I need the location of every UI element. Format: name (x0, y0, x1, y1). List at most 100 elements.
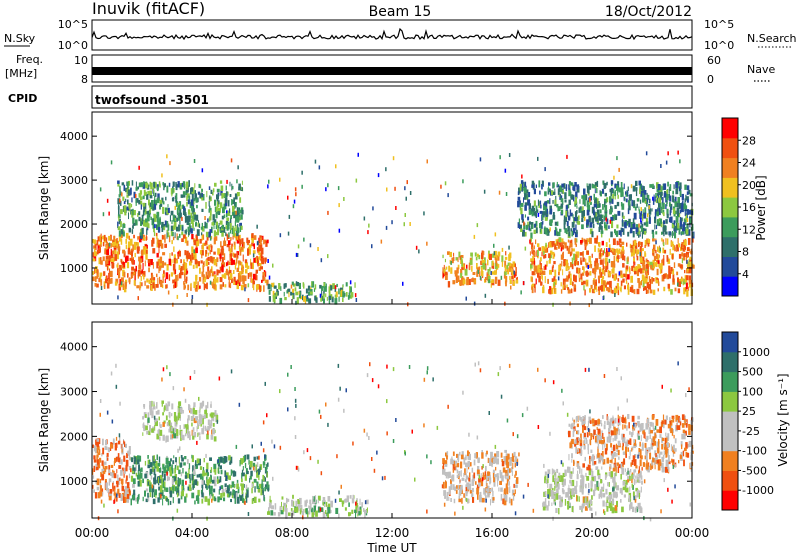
echo-cell (98, 248, 101, 253)
echo-cell (537, 264, 541, 269)
echo-cell (632, 424, 635, 431)
echo-cell (329, 285, 333, 291)
echo-cell (485, 452, 487, 457)
echo-cell (504, 270, 507, 276)
echo-cell (298, 500, 301, 508)
echo-cell (302, 282, 305, 287)
echo-cell (549, 221, 553, 226)
echo-cell (681, 193, 684, 201)
echo-cell (576, 494, 578, 502)
echo-cell (245, 494, 249, 498)
echo-cell (544, 276, 546, 284)
echo-cell (209, 236, 212, 241)
echo-cell (248, 459, 250, 465)
echo-cell (580, 433, 582, 440)
echo-cell (190, 284, 192, 291)
echo-cell (145, 425, 148, 431)
echo-cell (446, 451, 449, 458)
echo-cell (560, 198, 564, 203)
echo-cell (556, 468, 559, 473)
echo-cell (637, 476, 640, 480)
echo-cell (118, 235, 121, 242)
echo-cell (588, 468, 591, 476)
echo-cell (640, 220, 643, 225)
nsearch-label: N.Search (747, 32, 797, 45)
echo-cell (629, 194, 632, 201)
echo-cell (208, 201, 210, 207)
echo-cell (128, 278, 131, 283)
echo-cell (256, 462, 259, 467)
echo-cell (632, 218, 635, 223)
echo-cell (119, 190, 121, 195)
echo-cell (342, 291, 345, 298)
echo-cell (682, 224, 686, 232)
echo-cell (674, 196, 677, 203)
echo-cell (649, 421, 653, 427)
echo-cell (249, 478, 251, 483)
echo-cell (508, 497, 511, 504)
echo-cell (166, 154, 168, 159)
echo-cell (646, 192, 648, 198)
echo-cell (493, 480, 496, 487)
echo-cell (668, 188, 670, 194)
echo-cell (452, 464, 456, 471)
echo-cell (553, 491, 556, 496)
echo-cell (632, 506, 635, 513)
echo-cell (652, 278, 655, 282)
echo-cell (215, 225, 218, 230)
echo-cell (262, 461, 266, 466)
echo-cell (505, 473, 507, 480)
echo-cell (526, 189, 529, 194)
echo-cell (576, 184, 579, 190)
echo-cell (147, 259, 151, 263)
echo-cell (505, 483, 508, 489)
echo-cell (573, 197, 575, 202)
echo-cell (546, 247, 549, 253)
echo-cell (535, 239, 537, 245)
echo-cell (625, 277, 627, 281)
echo-cell (350, 288, 352, 295)
echo-cell (149, 468, 153, 474)
echo-cell (268, 507, 270, 511)
echo-cell (653, 427, 655, 432)
echo-cell (260, 250, 263, 257)
echo-cell (138, 193, 142, 198)
echo-cell (599, 259, 603, 265)
echo-cell (162, 412, 164, 416)
echo-cell (208, 208, 211, 213)
echo-cell (593, 278, 596, 282)
echo-cell (232, 235, 234, 240)
echo-cell (108, 465, 110, 469)
echo-cell (610, 261, 614, 268)
echo-cell (165, 221, 169, 226)
echo-cell (154, 425, 156, 431)
echo-cell (218, 489, 220, 495)
echo-cell (286, 290, 289, 294)
echo-cell (152, 207, 155, 211)
echo-cell (666, 255, 669, 262)
echo-cell (531, 260, 533, 266)
echo-cell (233, 253, 237, 258)
echo-cell (218, 223, 220, 227)
echo-cell (531, 250, 533, 254)
echo-cell (195, 214, 199, 221)
echo-cell (259, 483, 262, 489)
echo-cell (228, 261, 231, 265)
echo-cell (157, 462, 161, 467)
echo-cell (618, 187, 621, 193)
echo-cell (121, 485, 125, 492)
echo-cell (224, 284, 227, 288)
echo-cell (174, 215, 177, 220)
echo-cell (661, 237, 663, 242)
echo-cell (613, 480, 616, 487)
echo-cell (183, 462, 186, 466)
echo-cell (239, 222, 242, 227)
echo-cell (110, 243, 112, 248)
echo-cell (567, 289, 571, 294)
echo-cell (112, 486, 114, 492)
echo-cell (102, 212, 105, 217)
echo-cell (603, 295, 605, 300)
echo-cell (585, 495, 587, 503)
echo-cell (542, 286, 545, 294)
echo-cell (576, 267, 579, 274)
